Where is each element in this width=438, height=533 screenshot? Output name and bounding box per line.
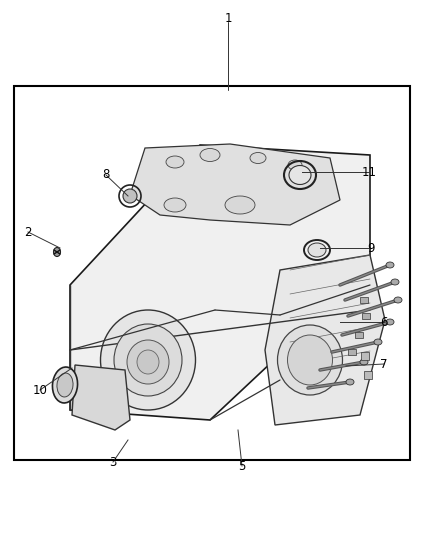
Bar (360, 297, 368, 303)
Bar (364, 371, 372, 379)
Ellipse shape (100, 310, 195, 410)
Text: 3: 3 (110, 456, 117, 469)
Ellipse shape (57, 373, 73, 397)
Ellipse shape (250, 152, 266, 164)
Text: 2: 2 (24, 225, 32, 238)
Ellipse shape (360, 359, 368, 365)
Polygon shape (130, 144, 340, 225)
Ellipse shape (123, 189, 137, 203)
Ellipse shape (278, 325, 343, 395)
Bar (355, 332, 363, 338)
Ellipse shape (289, 166, 311, 184)
Ellipse shape (53, 247, 60, 256)
Text: 9: 9 (367, 241, 375, 254)
Ellipse shape (166, 156, 184, 168)
Ellipse shape (394, 297, 402, 303)
Ellipse shape (164, 198, 186, 212)
Bar (362, 313, 370, 319)
Bar (361, 352, 369, 360)
Ellipse shape (137, 350, 159, 374)
Ellipse shape (225, 196, 255, 214)
Ellipse shape (374, 339, 382, 345)
Text: 7: 7 (380, 358, 388, 370)
Text: 5: 5 (238, 459, 246, 472)
Ellipse shape (288, 160, 302, 170)
Ellipse shape (391, 279, 399, 285)
Text: 1: 1 (224, 12, 232, 25)
Ellipse shape (386, 262, 394, 268)
Ellipse shape (346, 379, 354, 385)
Polygon shape (70, 145, 370, 420)
Ellipse shape (114, 324, 182, 396)
Ellipse shape (127, 340, 169, 384)
Bar (348, 349, 356, 355)
Polygon shape (265, 255, 385, 425)
Text: 10: 10 (32, 384, 47, 397)
Text: 11: 11 (361, 166, 377, 179)
Polygon shape (72, 365, 130, 430)
Bar (14, 86, 410, 460)
Ellipse shape (386, 319, 394, 325)
Text: 6: 6 (380, 316, 388, 328)
Ellipse shape (308, 243, 326, 257)
Ellipse shape (287, 335, 332, 385)
Ellipse shape (200, 149, 220, 161)
Text: 8: 8 (102, 168, 110, 182)
Ellipse shape (53, 367, 78, 403)
